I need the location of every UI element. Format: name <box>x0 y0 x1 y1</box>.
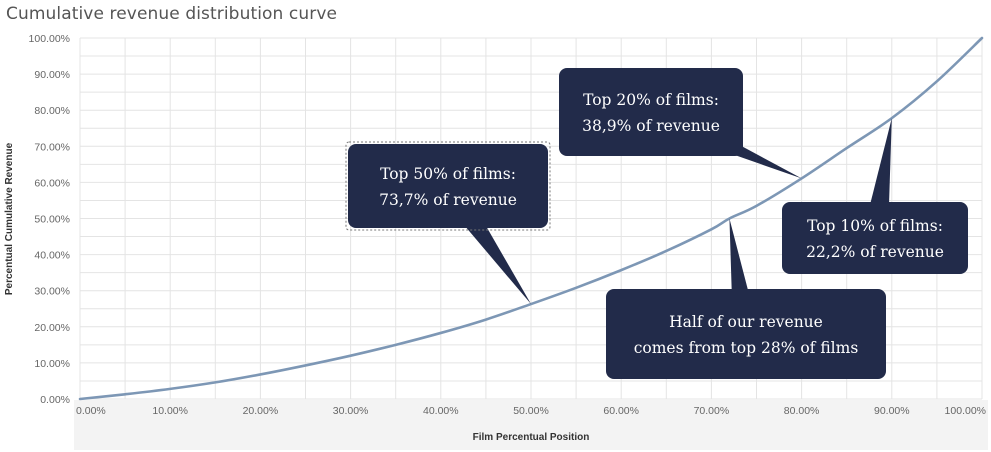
y-tick-label: 10.00% <box>34 358 70 370</box>
x-tick-label: 10.00% <box>152 405 188 417</box>
x-tick-label: 70.00% <box>694 405 730 417</box>
selection-outline <box>345 141 551 231</box>
callout-top20: Top 20% of films: 38,9% of revenue <box>559 68 802 179</box>
x-tick-label: 0.00% <box>76 405 106 417</box>
y-tick-label: 100.00% <box>29 33 70 45</box>
callout-top10: Top 10% of films: 22,2% of revenue <box>782 118 968 274</box>
callout-text: 73,7% of revenue <box>379 191 517 209</box>
y-tick-label: 50.00% <box>34 214 70 226</box>
callout-top50: Top 50% of films: 73,7% of revenue <box>345 141 551 305</box>
chart-title: Cumulative revenue distribution curve <box>6 4 338 24</box>
y-axis-title: Percentual Cumulative Revenue <box>4 142 15 295</box>
y-tick-label: 60.00% <box>34 177 70 189</box>
callout-box <box>606 289 886 379</box>
cumulative-revenue-line <box>78 36 984 401</box>
x-tick-label: 20.00% <box>243 405 279 417</box>
y-tick-label: 90.00% <box>34 69 70 81</box>
callout-text: Half of our revenue <box>669 313 823 331</box>
x-axis-title: Film Percentual Position <box>473 432 590 443</box>
x-tick-label: 80.00% <box>784 405 820 417</box>
x-tick-label: 60.00% <box>603 405 639 417</box>
annotations: Top 50% of films: 73,7% of revenue Top 20%… <box>345 68 968 379</box>
y-tick-label: 40.00% <box>34 250 70 262</box>
y-tick-label: 30.00% <box>34 286 70 298</box>
x-tick-labels: 0.00% 10.00% 20.00% 30.00% 40.00% 50.00% 60.00… <box>76 405 986 417</box>
callout-half: Half of our revenue comes from top 28% of… <box>606 218 886 379</box>
callout-text: Top 20% of films: <box>583 91 719 109</box>
callout-text: comes from top 28% of films <box>634 339 859 357</box>
x-tick-label: 90.00% <box>874 405 910 417</box>
x-tick-label: 100.00% <box>945 405 986 417</box>
x-tick-label: 40.00% <box>423 405 459 417</box>
y-tick-label: 80.00% <box>34 105 70 117</box>
x-axis-band <box>74 400 988 450</box>
y-tick-label: 0.00% <box>40 394 70 406</box>
callout-box <box>348 144 548 228</box>
y-tick-labels: 0.00% 10.00% 20.00% 30.00% 40.00% 50.00% 60.00… <box>29 33 70 406</box>
callout-box <box>559 68 743 156</box>
y-tick-label: 70.00% <box>34 141 70 153</box>
callout-text: Top 50% of films: <box>380 165 516 183</box>
y-tick-label: 20.00% <box>34 322 70 334</box>
x-tick-label: 30.00% <box>333 405 369 417</box>
callout-text: 22,2% of revenue <box>806 243 944 261</box>
callout-text: Top 10% of films: <box>807 217 943 235</box>
x-tick-label: 50.00% <box>513 405 549 417</box>
callout-text: 38,9% of revenue <box>582 117 720 135</box>
callout-box <box>782 202 968 274</box>
